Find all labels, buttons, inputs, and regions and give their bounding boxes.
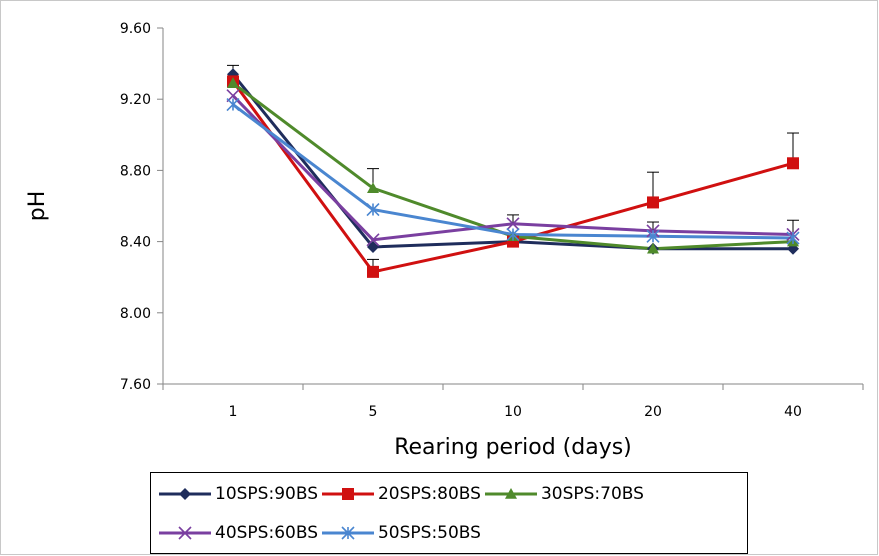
x-tick-label: 1 xyxy=(229,404,238,420)
y-tick-label: 8.40 xyxy=(120,235,151,251)
data-point xyxy=(367,265,379,278)
legend-item: 20SPS:80BS xyxy=(320,484,483,504)
data-point xyxy=(647,242,659,254)
legend-swatch xyxy=(321,526,374,540)
legend-label: 40SPS:60BS xyxy=(215,523,318,543)
legend: 10SPS:90BS 20SPS:80BS 30SPS:70BS 40SPS:60B… xyxy=(150,472,748,554)
legend-item: 30SPS:70BS xyxy=(483,484,646,504)
legend-item: 10SPS:90BS xyxy=(157,484,320,504)
data-point xyxy=(506,217,520,231)
x-tick-label: 20 xyxy=(644,404,662,420)
y-tick-label: 8.00 xyxy=(120,306,151,322)
x-axis-title: Rearing period (days) xyxy=(394,435,632,460)
y-tick-label: 9.20 xyxy=(120,92,151,108)
y-axis-title: pH xyxy=(25,191,50,222)
legend-row: 10SPS:90BS 20SPS:80BS 30SPS:70BS xyxy=(157,479,646,509)
y-tick-label: 8.80 xyxy=(120,163,151,179)
legend-item: 50SPS:50BS xyxy=(320,523,483,543)
data-point xyxy=(227,77,239,88)
legend-label: 10SPS:90BS xyxy=(215,484,318,504)
legend-swatch xyxy=(321,488,374,500)
y-tick-label: 7.60 xyxy=(120,377,151,393)
legend-swatch xyxy=(159,488,211,500)
x-tick-label: 40 xyxy=(784,404,802,420)
legend-swatch xyxy=(159,526,211,540)
legend-label: 30SPS:70BS xyxy=(540,484,644,504)
legend-label: 50SPS:50BS xyxy=(377,523,481,543)
x-tick-label: 10 xyxy=(504,404,522,420)
data-point xyxy=(367,182,379,193)
data-point xyxy=(366,233,380,247)
legend-item: 40SPS:60BS xyxy=(157,523,320,543)
data-point xyxy=(646,229,660,243)
x-tick-label: 5 xyxy=(369,404,378,420)
y-tick-label: 9.60 xyxy=(120,21,151,37)
line-chart: 7.60 8.00 8.40 8.80 9.20 9.60 1 5 10 20 40 Rearing … xyxy=(25,21,864,460)
data-point xyxy=(506,227,520,242)
legend-swatch xyxy=(484,488,537,499)
data-point xyxy=(647,196,659,209)
data-point xyxy=(787,157,799,170)
data-point xyxy=(366,202,380,217)
data-point xyxy=(786,231,800,245)
legend-label: 20SPS:80BS xyxy=(377,484,481,504)
legend-row: 40SPS:60BS 50SPS:50BS xyxy=(157,518,483,548)
data-point xyxy=(226,97,240,112)
